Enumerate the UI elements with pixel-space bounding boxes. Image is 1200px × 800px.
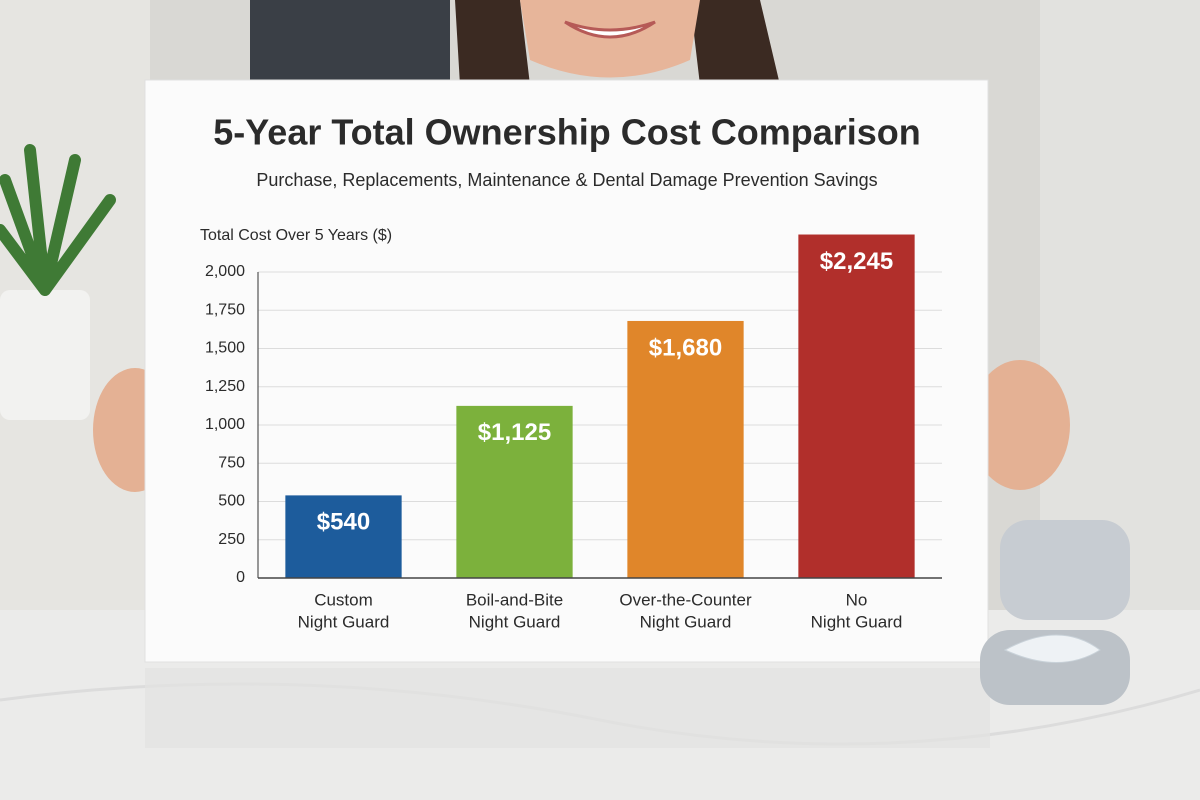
bar: [798, 234, 915, 578]
chart-subtitle: Purchase, Replacements, Maintenance & De…: [256, 170, 877, 190]
y-axis-label: Total Cost Over 5 Years ($): [200, 227, 392, 244]
y-tick-label: 750: [218, 454, 245, 471]
x-tick-label: Night Guard: [298, 612, 390, 631]
bar: [456, 405, 573, 578]
bar: [285, 495, 402, 578]
smile: [564, 20, 656, 39]
x-tick-label: Over-the-Counter: [619, 590, 752, 609]
case-lid: [1000, 520, 1130, 620]
x-tick-label: Night Guard: [811, 612, 903, 631]
plant: [0, 144, 116, 296]
wall-right: [1040, 0, 1200, 620]
right-hand: [970, 360, 1070, 490]
hair: [455, 0, 780, 85]
chart-title: 5-Year Total Ownership Cost Comparison: [213, 112, 920, 153]
y-tick-label: 250: [218, 531, 245, 548]
plant-pot: [0, 290, 90, 420]
bar: [627, 320, 744, 578]
x-tick-label: No: [846, 590, 868, 609]
y-tick-label: 1,250: [205, 378, 245, 395]
value-label: $1,680: [649, 334, 722, 361]
y-tick-label: 1,000: [205, 416, 245, 433]
value-label: $1,125: [478, 419, 551, 446]
y-tick-label: 1,500: [205, 340, 245, 357]
x-tick-label: Boil-and-Bite: [466, 590, 563, 609]
plot: 0 250 500 750 1,000 1,250 1,500 1,750 2,000 $540 C…: [205, 234, 942, 631]
x-tick-label: Night Guard: [469, 612, 561, 631]
x-tick-label: Custom: [314, 590, 373, 609]
value-label: $540: [317, 509, 370, 536]
value-label: $2,245: [820, 248, 893, 275]
night-guard: [1003, 634, 1101, 663]
chair: [250, 0, 450, 90]
x-tick-label: Night Guard: [640, 612, 732, 631]
y-tick-label: 1,750: [205, 301, 245, 318]
face: [520, 0, 700, 78]
reflection: [145, 668, 990, 748]
y-tick-label: 2,000: [205, 263, 245, 280]
y-tick-label: 500: [218, 493, 245, 510]
y-tick-label: 0: [236, 569, 245, 586]
